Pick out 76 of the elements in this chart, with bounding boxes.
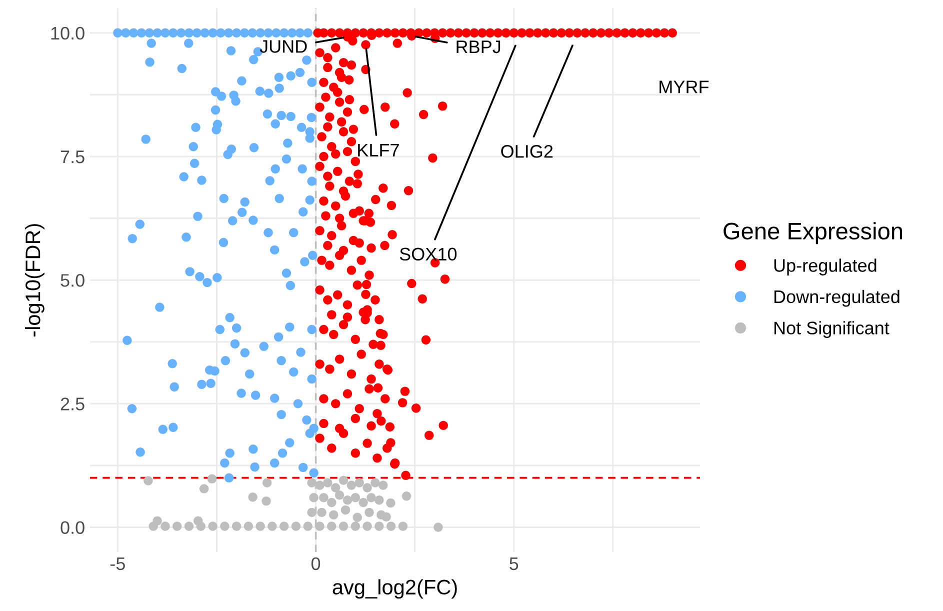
annotation: JUND: [260, 40, 307, 53]
point: [144, 476, 153, 486]
annotation: KLF7: [358, 144, 399, 156]
point: [358, 498, 368, 508]
point: [330, 483, 340, 492]
point: [172, 522, 182, 531]
point: [307, 478, 316, 488]
point: [338, 522, 348, 531]
y-tick-label: 2.5: [60, 398, 84, 410]
x-tick-label: 0: [311, 557, 320, 570]
point: [338, 476, 348, 485]
point: [244, 522, 254, 531]
point: [262, 496, 271, 506]
point: [232, 522, 242, 531]
point: [307, 508, 316, 518]
point: [317, 508, 326, 518]
point: [303, 522, 312, 531]
x-tick-label: 5: [510, 558, 518, 570]
legend-label: Not Significant: [774, 321, 890, 338]
point: [378, 480, 388, 490]
annotation: SOX10: [400, 248, 457, 261]
x-tick-label: -5: [110, 558, 125, 570]
point: [248, 492, 258, 502]
point: [354, 478, 364, 488]
point: [220, 522, 230, 531]
legend-label: Up-regulated: [774, 258, 876, 276]
point: [184, 522, 194, 531]
legend-label: Down-regulated: [774, 290, 900, 307]
point: [334, 490, 344, 500]
point: [340, 505, 350, 515]
point: [256, 522, 265, 531]
legend-title: Gene Expression: [724, 222, 902, 244]
annotation: OLIG2: [501, 144, 553, 158]
y-tick-label: 10.0: [51, 26, 84, 40]
point: [323, 478, 332, 488]
point: [309, 492, 318, 502]
point: [352, 512, 362, 522]
annotation: RBPJ: [456, 40, 500, 54]
annotation: MYRF: [660, 80, 709, 94]
point: [262, 478, 272, 488]
point: [329, 510, 338, 520]
point: [362, 522, 372, 531]
point: [268, 522, 277, 531]
point: [327, 498, 336, 508]
point: [386, 522, 396, 531]
x-axis-title: avg_log2(FC): [332, 579, 457, 599]
point: [362, 483, 372, 492]
point: [279, 522, 289, 531]
point: [196, 522, 206, 531]
point: [315, 522, 324, 531]
point: [350, 522, 360, 531]
point: [386, 498, 396, 508]
y-axis-title: -log10(FDR): [24, 224, 44, 336]
point: [291, 522, 301, 531]
point: [327, 522, 336, 531]
point: [350, 492, 360, 502]
y-tick-label: 5.0: [60, 274, 84, 287]
y-tick-label: 7.5: [60, 150, 84, 164]
point: [376, 510, 386, 520]
point: [398, 522, 408, 531]
point: [148, 522, 158, 531]
point: [366, 492, 376, 502]
point: [207, 474, 217, 484]
y-tick-label: 0.0: [60, 521, 84, 534]
point: [374, 522, 384, 531]
point: [364, 508, 374, 518]
point: [370, 478, 380, 488]
point: [434, 522, 443, 532]
point: [374, 495, 384, 505]
point: [319, 492, 328, 502]
point: [199, 484, 209, 494]
point: [342, 495, 352, 505]
point: [346, 480, 356, 490]
point: [160, 522, 170, 531]
point: [402, 492, 412, 501]
point: [208, 522, 218, 531]
